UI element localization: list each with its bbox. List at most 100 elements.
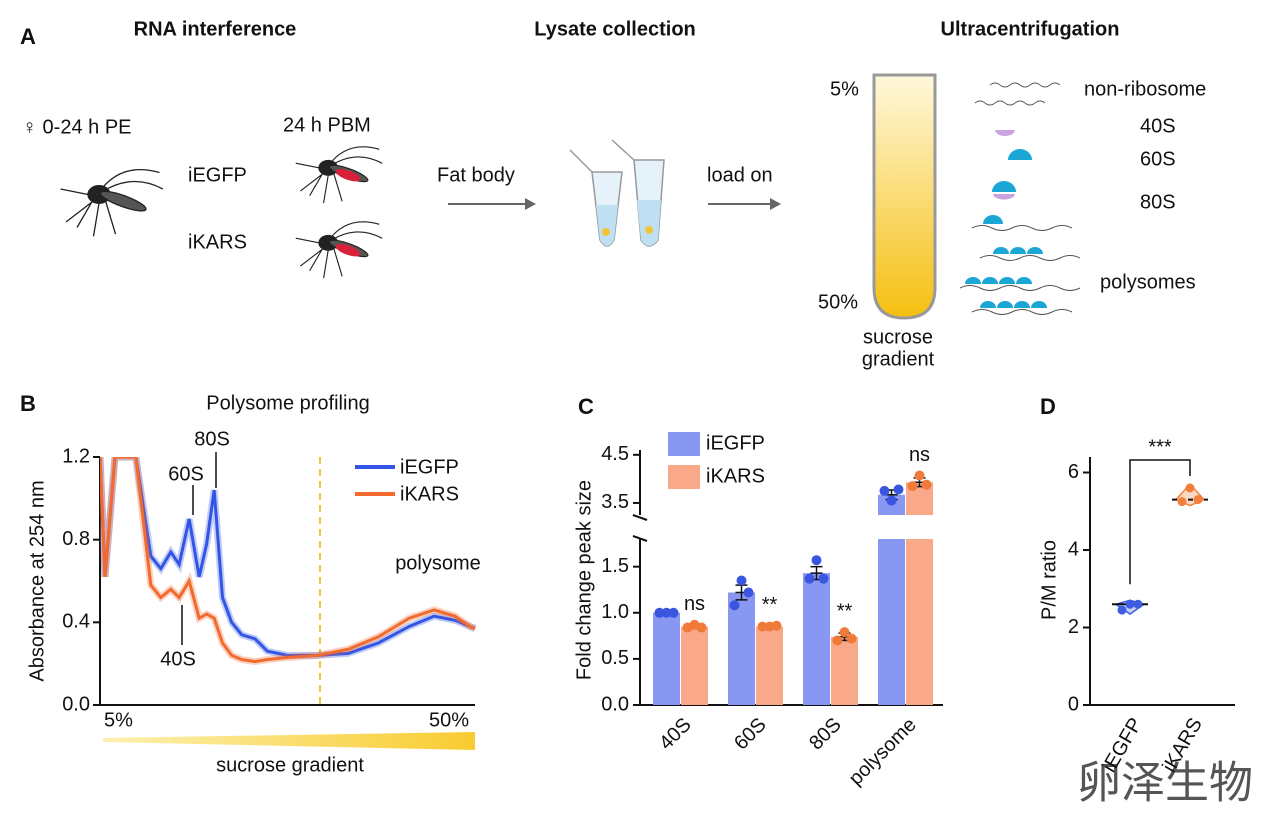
tube-label: 5% [830,78,859,100]
data-point [886,495,897,506]
tube-label: sucrose [863,326,933,348]
profile-line [100,457,476,657]
panel-letter: A [20,24,36,49]
data-point [654,607,665,618]
significance: *** [1148,436,1172,458]
data-point [1177,497,1187,507]
data-point [743,587,754,598]
legend-label: iEGFP [400,456,459,478]
data-point [839,627,850,638]
bar-lower [878,539,905,705]
data-point [1133,599,1143,609]
legend-label: iKARS [706,465,765,487]
y-tick-label: 0 [1068,693,1079,715]
data-point [668,607,679,618]
data-point [1117,605,1127,615]
x-tick-label: 40S [655,714,696,755]
y-tick-label: 0.0 [62,693,90,715]
data-point [832,635,843,646]
data-point [1185,483,1195,493]
fraction-label: 80S [1140,191,1176,213]
legend-swatch [668,432,700,456]
y-axis-label: P/M ratio [1038,540,1060,620]
data-point [757,621,768,632]
annotation: 80S [194,428,230,450]
watermark: 卵泽生物 [1077,758,1253,809]
axis-break [632,514,648,521]
data-point [804,573,815,584]
ribosome-icons [959,82,1081,315]
fraction-label: non-ribosome [1084,78,1206,100]
data-point [661,607,672,618]
x-tick-label: 60S [730,714,771,755]
y-tick-label: 4 [1068,538,1079,560]
y-tick-label: 0.4 [62,611,90,633]
data-point [818,573,829,584]
tube-label: gradient [862,348,935,370]
bar [803,573,830,705]
y-tick-label: 0.5 [601,647,629,669]
header: RNA interference [134,18,297,40]
gradient-wedge [103,732,475,750]
significance: ** [762,594,778,616]
y-tick-label: 1.0 [601,601,629,623]
data-point [879,485,890,496]
data-point [811,555,822,566]
x-axis-label: sucrose gradient [216,754,364,776]
data-point [921,479,932,490]
data-point [1125,599,1135,609]
data-point [729,600,740,611]
curves [100,457,476,666]
y-tick-label: 1.5 [601,555,629,577]
data-point [696,622,707,633]
x-tick-label: 80S [805,714,846,755]
gradient-tube [872,73,937,320]
timepoint: 24 h PBM [283,114,371,136]
header: Lysate collection [534,18,696,40]
mosquito [59,168,164,237]
step: load on [707,164,773,186]
bar [653,612,680,705]
panel-letter: B [20,391,36,416]
mosquito [296,222,382,278]
panel-letter: D [1040,394,1056,419]
data-point [1193,495,1203,505]
mosquito [296,147,382,203]
annotation: polysome [395,552,481,574]
axis-break [632,535,648,542]
data-point [846,633,857,644]
y-tick-label: 0.0 [601,693,629,715]
y-axis-label: Fold change peak size [573,480,595,680]
x-tick-label: 50% [429,709,469,731]
significance: ns [684,593,705,615]
legend-label: iEGFP [706,432,765,454]
data-point [893,484,904,495]
panel-a: A RNA interference Lysate collection Ult… [20,18,1206,370]
y-tick-label: 3.5 [601,491,629,513]
data-point [907,481,918,492]
annotation: 60S [168,463,204,485]
bar [728,592,755,705]
legend-label: iKARS [400,483,459,505]
x-tick-label: polysome [845,714,921,790]
bar [756,626,783,705]
arrowhead [525,198,536,210]
y-tick-label: 6 [1068,461,1079,483]
panel-letter: C [578,394,594,419]
y-axis-label: Absorbance at 254 nm [26,480,48,681]
y-tick-label: 2 [1068,616,1079,638]
data-point [914,470,925,481]
group: iKARS [188,231,247,253]
fraction-label: 60S [1140,148,1176,170]
annotation: 40S [160,648,196,670]
y-tick-label: 4.5 [601,443,629,465]
significance: ** [837,600,853,622]
chart-title: Polysome profiling [206,392,369,414]
y-tick-label: 0.8 [62,528,90,550]
arrowhead [770,198,781,210]
x-tick-label: 5% [104,709,133,731]
tube-label: 50% [818,291,858,313]
y-tick-label: 1.2 [62,445,90,467]
bar [681,626,708,705]
